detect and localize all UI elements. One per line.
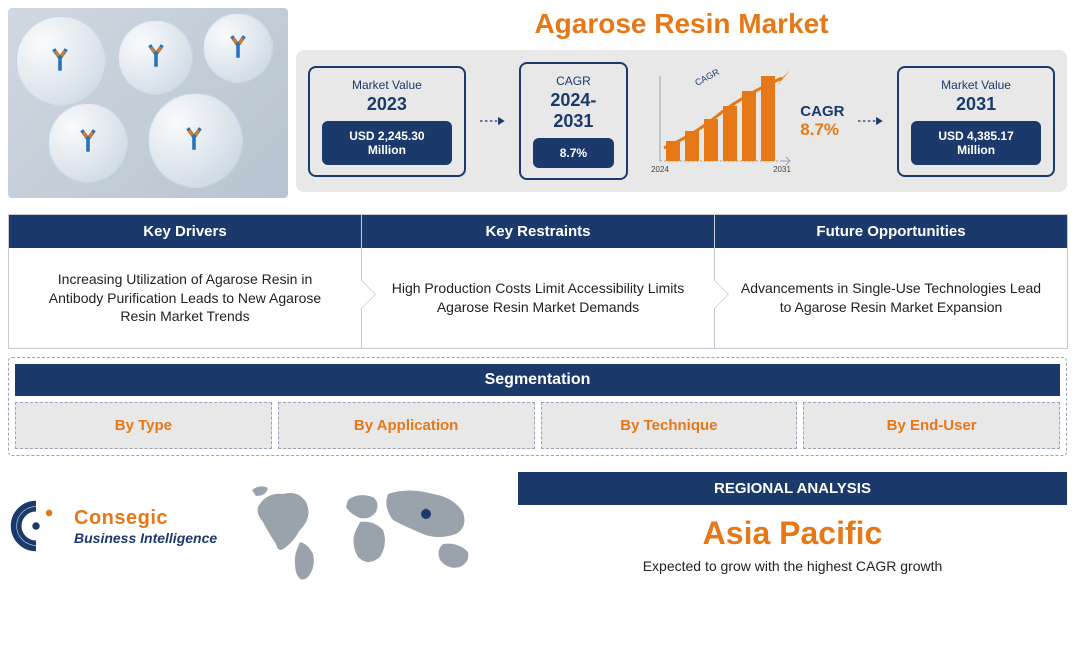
seg-item: By Type: [15, 402, 272, 449]
svg-text:2031: 2031: [773, 165, 791, 174]
company-logo: Consegic Business Intelligence: [8, 472, 238, 554]
metric-label: Market Value: [322, 78, 452, 92]
factor-header: Key Restraints: [362, 215, 714, 248]
segmentation-header: Segmentation: [15, 364, 1060, 396]
region-name: Asia Pacific: [518, 515, 1067, 552]
factor-opportunities: Future Opportunities Advancements in Sin…: [714, 214, 1068, 349]
cagr-side-pct: 8.7%: [800, 120, 839, 140]
region-header: REGIONAL ANALYSIS: [518, 472, 1067, 505]
svg-text:2024: 2024: [651, 165, 669, 174]
metric-2031: Market Value 2031 USD 4,385.17 Million: [897, 66, 1055, 177]
factor-body: Increasing Utilization of Agarose Resin …: [9, 248, 361, 348]
metrics-panel: Market Value 2023 USD 2,245.30 Million C…: [296, 50, 1067, 192]
factor-restraints: Key Restraints High Production Costs Lim…: [361, 214, 715, 349]
cagr-value: 8.7%: [533, 138, 615, 168]
world-map-icon: [238, 472, 518, 592]
factor-header: Key Drivers: [9, 215, 361, 248]
seg-item: By End-User: [803, 402, 1060, 449]
hero-image: [8, 8, 288, 198]
seg-item: By Technique: [541, 402, 798, 449]
cagr-side-label: CAGR 8.7%: [800, 103, 844, 140]
metric-value: USD 4,385.17 Million: [911, 121, 1041, 165]
region-desc: Expected to grow with the highest CAGR g…: [518, 558, 1067, 574]
logo-text-2: Business Intelligence: [74, 530, 217, 546]
metric-2023: Market Value 2023 USD 2,245.30 Million: [308, 66, 466, 177]
metric-year: 2031: [911, 94, 1041, 115]
regional-analysis: REGIONAL ANALYSIS Asia Pacific Expected …: [518, 472, 1067, 574]
cagr-period: 2024-2031: [533, 90, 615, 132]
segmentation-section: Segmentation By Type By Application By T…: [8, 357, 1067, 456]
cagr-label: CAGR: [533, 74, 615, 88]
arrow-connector-icon: [480, 114, 505, 128]
cagr-chart: CAGR 2024 2031: [642, 66, 792, 176]
metric-label: Market Value: [911, 78, 1041, 92]
cagr-box: CAGR 2024-2031 8.7%: [519, 62, 629, 180]
factor-body: Advancements in Single-Use Technologies …: [715, 248, 1067, 348]
arrow-connector-icon: [858, 114, 883, 128]
page-title: Agarose Resin Market: [296, 8, 1067, 40]
factor-body: High Production Costs Limit Accessibilit…: [362, 248, 714, 348]
logo-text-1: Consegic: [74, 507, 217, 530]
seg-item: By Application: [278, 402, 535, 449]
cagr-side-text: CAGR: [800, 103, 844, 120]
factor-drivers: Key Drivers Increasing Utilization of Ag…: [8, 214, 362, 349]
factor-header: Future Opportunities: [715, 215, 1067, 248]
svg-text:CAGR: CAGR: [694, 66, 722, 87]
world-map: [238, 472, 518, 592]
logo-icon: [8, 498, 64, 554]
metric-year: 2023: [322, 94, 452, 115]
metric-value: USD 2,245.30 Million: [322, 121, 452, 165]
